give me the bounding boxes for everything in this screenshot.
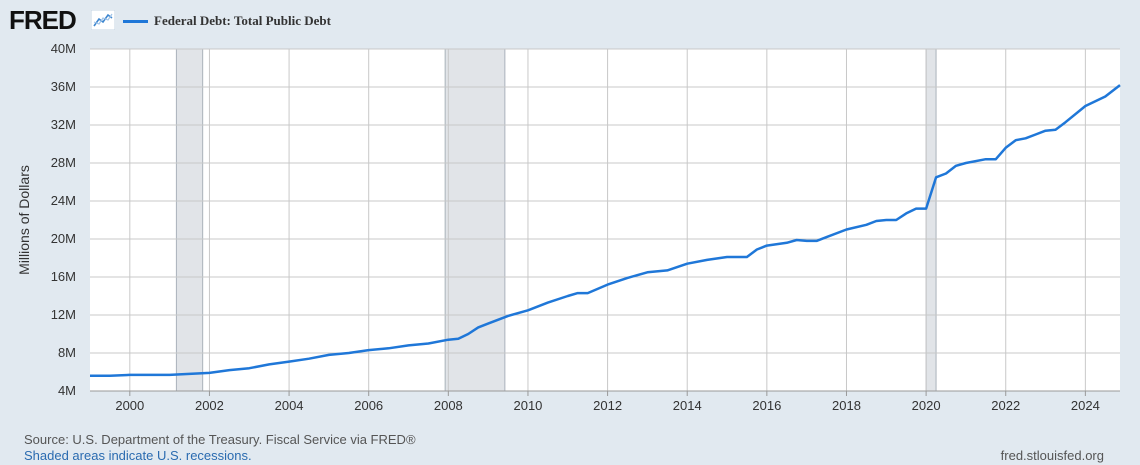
x-tick-label: 2010 <box>513 398 542 413</box>
plot-background <box>90 49 1120 391</box>
y-tick-label: 4M <box>58 383 76 398</box>
recession-band <box>925 48 937 392</box>
x-tick-label: 2024 <box>1071 398 1100 413</box>
x-tick-label: 2004 <box>275 398 304 413</box>
chart-legend[interactable]: Federal Debt: Total Public Debt <box>123 12 331 30</box>
y-tick-label: 32M <box>51 117 76 132</box>
y-tick-label: 12M <box>51 307 76 322</box>
x-tick-label: 2018 <box>832 398 861 413</box>
y-tick-label: 16M <box>51 269 76 284</box>
y-tick-label: 8M <box>58 345 76 360</box>
x-tick-label: 2012 <box>593 398 622 413</box>
recession-band <box>175 48 204 392</box>
series-line <box>90 84 1121 378</box>
x-tick-label: 2014 <box>673 398 702 413</box>
y-tick-label: 24M <box>51 193 76 208</box>
x-tick-label: 2002 <box>195 398 224 413</box>
x-tick-label: 2006 <box>354 398 383 413</box>
y-tick-label: 28M <box>51 155 76 170</box>
fred-logo[interactable]: FRED <box>9 5 77 35</box>
source-note: Source: U.S. Department of the Treasury.… <box>24 432 416 447</box>
site-link[interactable]: fred.stlouisfed.org <box>1000 448 1104 463</box>
x-tick-label: 2016 <box>752 398 781 413</box>
y-tick-label: 40M <box>51 41 76 56</box>
line-chart-icon <box>91 10 115 30</box>
recession-note-link[interactable]: Shaded areas indicate U.S. recessions. <box>24 448 252 463</box>
legend-label: Federal Debt: Total Public Debt <box>154 13 331 28</box>
y-tick-label: 20M <box>51 231 76 246</box>
y-tick-label: 36M <box>51 79 76 94</box>
x-tick-label: 2020 <box>912 398 941 413</box>
legend-swatch <box>123 19 148 23</box>
x-tick-label: 2008 <box>434 398 463 413</box>
x-tick-label: 2000 <box>115 398 144 413</box>
x-tick-label: 2022 <box>991 398 1020 413</box>
y-axis-label: Millions of Dollars <box>16 165 32 275</box>
chart-area[interactable]: 4M 8M 12M 16M 20M 24M 28M 32M 36M 40M 2000 2002 2004… <box>0 0 1140 430</box>
chart-footer: Source: U.S. Department of the Treasury.… <box>24 432 416 464</box>
